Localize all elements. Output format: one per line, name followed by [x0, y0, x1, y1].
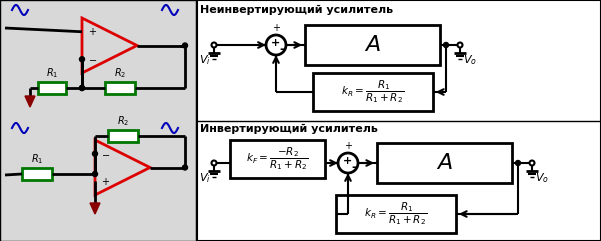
Text: Неинвертирующий усилитель: Неинвертирующий усилитель: [200, 5, 393, 15]
Text: A: A: [437, 153, 452, 173]
Circle shape: [457, 42, 463, 47]
Circle shape: [444, 42, 448, 47]
Circle shape: [183, 43, 188, 48]
Text: $V_o$: $V_o$: [535, 171, 549, 185]
Text: $R_2$: $R_2$: [117, 114, 129, 128]
Circle shape: [212, 42, 216, 47]
Text: $R_1$: $R_1$: [46, 66, 58, 80]
Text: +: +: [272, 23, 280, 33]
Text: Инвертирующий усилитель: Инвертирующий усилитель: [200, 124, 378, 134]
Bar: [105, 82, 135, 94]
Text: +: +: [344, 141, 352, 151]
Text: $-$: $-$: [102, 149, 111, 159]
Bar: [313, 73, 433, 111]
Bar: [38, 82, 66, 94]
Bar: [197, 0, 601, 241]
Bar: [108, 130, 138, 142]
Text: $k_F=\dfrac{-R_2}{R_1+R_2}$: $k_F=\dfrac{-R_2}{R_1+R_2}$: [246, 146, 308, 172]
Text: $k_R=\dfrac{R_1}{R_1+R_2}$: $k_R=\dfrac{R_1}{R_1+R_2}$: [364, 201, 427, 228]
Bar: [0, 0, 196, 241]
Text: $V_i$: $V_i$: [200, 53, 211, 67]
Bar: [336, 195, 456, 233]
Text: $+$: $+$: [88, 26, 97, 37]
Text: +: +: [272, 38, 281, 48]
Text: -: -: [279, 43, 284, 56]
Text: $-$: $-$: [88, 54, 97, 64]
Text: $V_o$: $V_o$: [463, 53, 477, 67]
Circle shape: [529, 161, 534, 166]
Circle shape: [93, 151, 97, 156]
Circle shape: [516, 161, 520, 166]
Polygon shape: [25, 96, 35, 107]
Text: $R_1$: $R_1$: [31, 152, 43, 166]
Bar: [22, 168, 52, 180]
Bar: [230, 140, 325, 178]
Circle shape: [79, 86, 85, 91]
Text: $R_2$: $R_2$: [114, 66, 126, 80]
Circle shape: [338, 153, 358, 173]
Circle shape: [183, 165, 188, 170]
Bar: [305, 25, 440, 65]
Circle shape: [79, 57, 85, 62]
Text: $V_i$: $V_i$: [200, 171, 211, 185]
Circle shape: [93, 172, 97, 176]
Circle shape: [266, 35, 286, 55]
Bar: [377, 143, 512, 183]
Text: $k_R=\dfrac{R_1}{R_1+R_2}$: $k_R=\dfrac{R_1}{R_1+R_2}$: [341, 79, 404, 105]
Circle shape: [212, 161, 216, 166]
Text: +: +: [343, 156, 353, 166]
Text: A: A: [365, 35, 380, 55]
Text: $+$: $+$: [102, 176, 111, 187]
Polygon shape: [90, 203, 100, 214]
Circle shape: [79, 86, 85, 91]
Text: -: -: [352, 161, 356, 174]
